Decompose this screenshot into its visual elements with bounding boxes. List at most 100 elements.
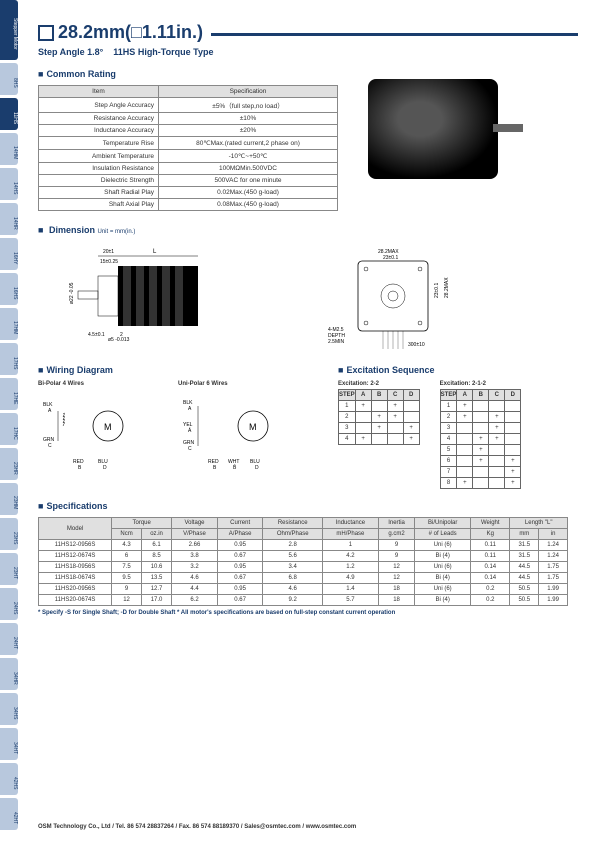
exc-cell (403, 401, 419, 412)
exc-cell: + (403, 434, 419, 445)
spec-cell: 44.5 (510, 562, 539, 573)
exc-cell: + (505, 478, 521, 489)
exc-cell: + (489, 434, 505, 445)
spec-cell: Uni (6) (415, 562, 471, 573)
spec-cell: Uni (6) (415, 584, 471, 595)
sidebar-item: 16HY (0, 238, 18, 270)
footer: OSM Technology Co., Ltd / Tel. 86 574 28… (38, 824, 356, 830)
exc-cell (355, 412, 371, 423)
spec-sh: oz.in (141, 529, 171, 540)
spec-cell: 50.5 (510, 595, 539, 606)
spec-cell: 3.8 (172, 551, 218, 562)
exc-cell: + (387, 401, 403, 412)
spec-cell: 9.2 (263, 595, 322, 606)
exc-cell: 6 (440, 456, 457, 467)
svg-text:L: L (153, 249, 157, 255)
sidebar-item: 23HS (0, 518, 18, 550)
sidebar-item: 34HR (0, 658, 18, 690)
rating-item: Shaft Axial Play (39, 199, 159, 211)
exc-cell (505, 423, 521, 434)
exc-cell (387, 423, 403, 434)
exc-cell: 3 (339, 423, 356, 434)
rating-item: Insulation Resistance (39, 163, 159, 175)
sidebar-item: 17HM (0, 308, 18, 340)
common-rating-section: Common Rating ItemSpecification Step Ang… (38, 69, 338, 211)
spec-cell: 31.5 (510, 551, 539, 562)
title-row: 28.2mm(□1.11in.) (38, 22, 578, 43)
spec-sh: in (539, 529, 568, 540)
svg-text:Ā: Ā (188, 427, 192, 434)
exc-cell (489, 456, 505, 467)
spec-table: ModelTorqueVoltageCurrentResistanceInduc… (38, 517, 568, 606)
wiring-bipolar: Bi-Polar 4 Wires M BLK A GRN C RED B BLU… (38, 381, 158, 473)
svg-text:B̄: B̄ (233, 464, 237, 471)
exc-cell: 4 (440, 434, 457, 445)
exc-cell (505, 445, 521, 456)
spec-cell: 12 (378, 562, 414, 573)
exc-cell (457, 467, 473, 478)
spec-cell: 44.5 (510, 573, 539, 584)
spec-sh: Kg (471, 529, 510, 540)
spec-gh: Inductance (322, 518, 378, 529)
exc-cell (457, 445, 473, 456)
spec-cell: 1 (322, 540, 378, 551)
exc-cell: + (489, 412, 505, 423)
rating-spec: ±5%（full step,no load） (159, 98, 338, 113)
rating-table: ItemSpecification Step Angle Accuracy±5%… (38, 85, 338, 211)
exc-cell (457, 423, 473, 434)
spec-cell: 11HS20-0956S (39, 584, 112, 595)
excitation-header: Excitation Sequence (338, 365, 568, 375)
exc-cell: + (457, 401, 473, 412)
spec-cell: 11HS18-0674S (39, 573, 112, 584)
exc-cell (387, 434, 403, 445)
spec-cell: 0.11 (471, 551, 510, 562)
spec-cell: 31.5 (510, 540, 539, 551)
sidebar-item: 11HS (0, 98, 18, 130)
spec-cell: 11HS18-0956S (39, 562, 112, 573)
exc-th: B (371, 390, 387, 401)
spec-cell: 0.2 (471, 584, 510, 595)
exc-cell: + (473, 445, 489, 456)
spec-sh: Ncm (112, 529, 142, 540)
exc-th: A (355, 390, 371, 401)
svg-text:20±1: 20±1 (103, 249, 114, 255)
exc-th: STEP (440, 390, 457, 401)
rating-item: Dielectric Strength (39, 175, 159, 187)
spec-cell: 0.11 (471, 540, 510, 551)
exc-th: C (387, 390, 403, 401)
spec-cell: 4.4 (172, 584, 218, 595)
exc-cell: + (505, 456, 521, 467)
spec-cell: 11HS12-0674S (39, 551, 112, 562)
spec-cell: 4.3 (112, 540, 142, 551)
exc-table-1: Excitation: 2-2 STEPABCD1++2++3++4++ (338, 381, 420, 489)
spec-cell: Bi (4) (415, 595, 471, 606)
motor-image (368, 79, 498, 179)
spec-cell: 13.5 (141, 573, 171, 584)
dim-title: Dimension (49, 225, 95, 235)
sidebar-item: 23HR (0, 448, 18, 480)
title-line (211, 33, 578, 36)
spec-cell: 0.14 (471, 573, 510, 584)
exc-cell (371, 401, 387, 412)
exc-cell (473, 401, 489, 412)
sidebar-item: 14HR (0, 203, 18, 235)
svg-text:ø5 -0.013: ø5 -0.013 (108, 337, 130, 343)
svg-text:ø22 -0.05: ø22 -0.05 (69, 282, 75, 304)
spec-cell: 5.7 (322, 595, 378, 606)
spec-sh: mm (510, 529, 539, 540)
spec-cell: 12 (378, 573, 414, 584)
svg-text:23±0.1: 23±0.1 (383, 255, 398, 261)
svg-text:2.5MIN: 2.5MIN (328, 339, 345, 345)
spec-cell: 1.24 (539, 540, 568, 551)
spec-cell: 0.67 (217, 551, 263, 562)
sidebar-item: 8HS (0, 63, 18, 95)
spec-cell: 18 (378, 584, 414, 595)
sidebar: Stepper Motor 8HS11HS14HM14HS14HR16HY16H… (0, 0, 20, 842)
spec-cell: 6.8 (263, 573, 322, 584)
spec-cell: 0.67 (217, 595, 263, 606)
svg-text:A: A (188, 406, 192, 412)
exc-table-2: Excitation: 2-1-2 STEPABCD1+2++3+4++5+6+… (440, 381, 522, 489)
exc-cell: + (457, 412, 473, 423)
spec-cell: 5.6 (263, 551, 322, 562)
sidebar-item: 34HS (0, 693, 18, 725)
